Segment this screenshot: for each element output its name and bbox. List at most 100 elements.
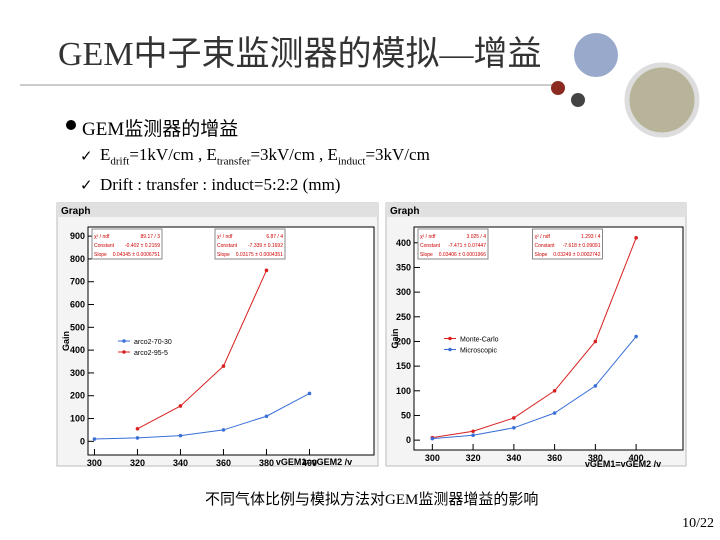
text: transfer (216, 155, 251, 168)
legend-label: arco2-95-5 (134, 350, 168, 357)
x-tick-label: 320 (130, 458, 145, 468)
x-axis-label: vGEM1=vGEM2 /v (585, 459, 661, 469)
stats-label: Constant (535, 243, 556, 249)
data-point (471, 429, 475, 434)
stats-label: χ² / ndf (420, 234, 436, 240)
y-tick-label: 250 (396, 312, 411, 322)
x-tick-label: 380 (259, 458, 274, 468)
y-tick-label: 600 (70, 300, 85, 310)
stats-box (91, 228, 163, 260)
data-point (512, 425, 516, 430)
data-point (135, 426, 140, 431)
data-point (178, 433, 183, 438)
data-point (178, 404, 183, 408)
stats-box (214, 228, 286, 260)
stats-value: -7.339 ± 0.1692 (248, 243, 283, 249)
title-bar (386, 203, 686, 217)
y-tick-label: 500 (70, 322, 85, 332)
stats-value: 0.03406 ± 0.0001966 (439, 252, 486, 258)
y-tick-label: 300 (70, 368, 85, 378)
text: induct (337, 155, 366, 168)
data-point (634, 236, 638, 240)
data-point (512, 416, 516, 420)
title-bar (57, 203, 378, 217)
stats-label: χ² / ndf (535, 234, 551, 240)
decor (624, 62, 700, 138)
check: ✓ (80, 177, 93, 194)
x-tick-label: 340 (506, 453, 521, 463)
data-point (552, 388, 557, 393)
y-tick-label: 150 (396, 361, 411, 371)
text: =3kV/cm (365, 145, 430, 164)
bullet: GEM监测器的增益 (82, 119, 239, 140)
series-line (432, 336, 637, 440)
stats-label: Slope (535, 252, 548, 258)
legend-label: Monte-Carlo (460, 337, 499, 344)
legend-label: arco2-70-30 (134, 339, 172, 346)
stats-label: Slope (94, 252, 107, 258)
stats-label: χ² / ndf (94, 234, 110, 240)
plot-area (87, 226, 375, 456)
series-line (137, 270, 267, 430)
stats-value: 1.293 / 4 (581, 234, 601, 240)
x-tick-label: 300 (87, 458, 102, 468)
x-tick-label: 300 (425, 453, 440, 463)
x-tick-label: 360 (216, 458, 231, 468)
legend-label: Microscopic (460, 348, 497, 355)
y-tick-label: 350 (396, 262, 411, 272)
legend-swatch (122, 339, 126, 343)
x-tick-label: 360 (547, 453, 562, 463)
x-tick-label: 320 (466, 453, 481, 463)
stats-value: 0.04345 ± 0.0006751 (113, 252, 160, 258)
stats-label: χ² / ndf (217, 234, 233, 240)
text: =1kV/cm , E (129, 145, 217, 164)
y-tick-label: 100 (70, 414, 85, 424)
sub-bullet: Drift : transfer : induct=5:2:2 (mm) (100, 175, 340, 195)
stats-box (417, 228, 489, 260)
x-tick-label: 380 (588, 453, 603, 463)
data-point (92, 437, 97, 441)
y-tick-label: 100 (396, 386, 411, 396)
decor (571, 93, 585, 107)
data-point (221, 364, 226, 368)
data-point (471, 433, 475, 437)
x-axis-label: vGEM1=vGEM2 /v (276, 457, 352, 467)
data-point (135, 436, 140, 440)
decor (551, 81, 565, 95)
stats-value: 0.03249 ± 0.0002742 (553, 252, 600, 258)
stats-label: Constant (94, 243, 115, 249)
legend-swatch (122, 350, 126, 354)
page-number: 10/22 (682, 516, 714, 531)
series-line (94, 392, 310, 440)
y-tick-label: 900 (70, 231, 85, 241)
text: drift (110, 155, 130, 168)
x-tick-label: 400 (629, 453, 644, 463)
y-axis-label: Gain (61, 331, 71, 351)
y-tick-label: 200 (70, 391, 85, 401)
text: E (100, 145, 111, 164)
y-tick-label: 50 (401, 410, 411, 420)
text: =3kV/cm , E (250, 145, 338, 164)
legend-swatch (448, 347, 452, 352)
stats-value: -7.618 ± 0.09091 (563, 243, 601, 249)
data-point (593, 339, 598, 344)
stats-label: Constant (217, 243, 238, 249)
sub-bullet: Edrift=1kV/cm , Etransfer=3kV/cm , Eindu… (100, 145, 430, 167)
check: ✓ (80, 148, 93, 165)
x-tick-label: 340 (173, 458, 188, 468)
y-tick-label: 200 (396, 336, 411, 346)
stats-value: 3.025 / 4 (467, 234, 487, 240)
data-point (634, 334, 638, 339)
stats-value: -0.402 ± 0.2159 (125, 243, 160, 249)
y-tick-label: 800 (70, 254, 85, 264)
stats-value: -7.471 ± 0.07447 (448, 243, 486, 249)
decor (574, 33, 618, 77)
stats-label: Constant (420, 243, 441, 249)
data-point (307, 391, 312, 396)
stats-box (532, 228, 603, 260)
y-axis-label: Gain (390, 328, 400, 348)
series-line (432, 237, 637, 439)
data-point (264, 268, 269, 273)
data-point (264, 414, 269, 419)
